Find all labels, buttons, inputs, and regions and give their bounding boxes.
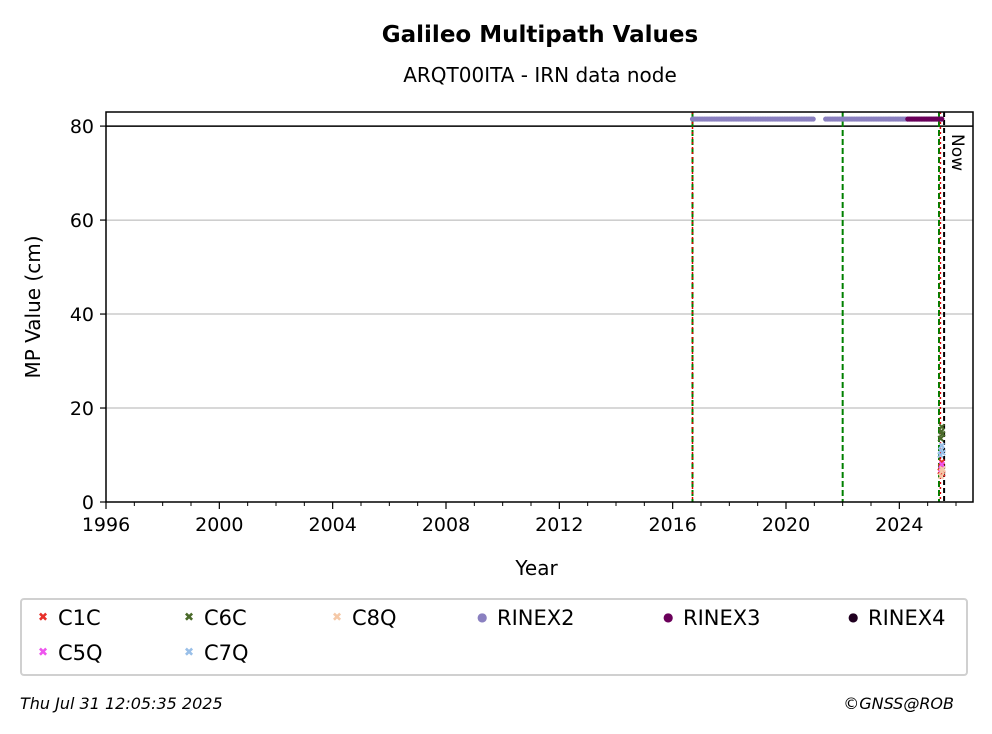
legend-label: C7Q <box>204 641 249 665</box>
legend-item-c6c: ✖ C6C <box>184 606 247 630</box>
y-tick-label: 80 <box>70 116 94 138</box>
chart-title: Galileo Multipath Values <box>382 22 698 48</box>
legend-item-rinex4: ● RINEX4 <box>848 606 946 630</box>
point-rinex3 <box>939 116 945 122</box>
dot-marker-icon: ● <box>848 610 859 624</box>
generation-timestamp: Thu Jul 31 12:05:35 2025 <box>20 694 223 713</box>
point-c6c <box>939 430 946 438</box>
legend-label: C6C <box>204 606 247 630</box>
legend-item-rinex2: ● RINEX2 <box>477 606 575 630</box>
legend-label: RINEX2 <box>497 606 575 630</box>
legend-item-c7q: ✖ C7Q <box>184 641 249 665</box>
dot-marker-icon: ● <box>477 610 488 624</box>
point-c8q <box>939 465 946 473</box>
x-tick-label: 2016 <box>648 514 696 536</box>
x-marker-icon: ✖ <box>332 610 343 624</box>
multipath-chart: Galileo Multipath Values ARQT00ITA - IRN … <box>21 22 974 580</box>
point-c5q <box>938 461 946 468</box>
legend-label: RINEX4 <box>868 606 946 630</box>
y-tick-label: 60 <box>70 210 94 232</box>
x-marker-icon: ✖ <box>38 610 49 624</box>
x-axis-label: Year <box>514 556 558 580</box>
y-axis-label: MP Value (cm) <box>21 235 45 378</box>
x-tick-label: 2004 <box>308 514 356 536</box>
legend-item-c5q: ✖ C5Q <box>38 641 103 665</box>
point-c6c <box>938 423 946 431</box>
chart-subtitle: ARQT00ITA - IRN data node <box>403 63 677 87</box>
point-rinex2 <box>810 116 816 122</box>
dot-marker-icon: ● <box>663 610 674 624</box>
chart-legend: ✖ C1C ✖ C6C ✖ C8Q ● RINEX2 ● RINEX3 ● RINEX4 ✖ C5Q ✖ C7… <box>20 598 968 676</box>
legend-label: C5Q <box>58 641 103 665</box>
x-marker-icon: ✖ <box>184 610 195 624</box>
copyright-credit: ©GNSS@ROB <box>843 694 954 713</box>
x-tick-label: 2008 <box>422 514 470 536</box>
y-tick-label: 40 <box>70 304 94 326</box>
x-tick-label: 1996 <box>82 514 130 536</box>
y-tick-label: 0 <box>82 492 94 514</box>
legend-label: C1C <box>58 606 101 630</box>
legend-label: C8Q <box>352 606 397 630</box>
x-tick-label: 2024 <box>875 514 923 536</box>
point-c7q <box>938 442 946 449</box>
x-marker-icon: ✖ <box>38 645 49 659</box>
now-label: Now <box>947 134 967 171</box>
x-tick-label: 2020 <box>762 514 810 536</box>
point-c8q <box>937 472 945 480</box>
legend-label: RINEX3 <box>683 606 761 630</box>
x-marker-icon: ✖ <box>184 645 195 659</box>
legend-item-rinex3: ● RINEX3 <box>663 606 761 630</box>
x-tick-label: 2012 <box>535 514 583 536</box>
legend-item-c8q: ✖ C8Q <box>332 606 397 630</box>
point-c7q <box>939 449 946 456</box>
y-tick-label: 20 <box>70 398 94 420</box>
plot-frame <box>105 111 974 503</box>
x-tick-label: 2000 <box>195 514 243 536</box>
point-c6c <box>937 435 944 442</box>
legend-item-c1c: ✖ C1C <box>38 606 101 630</box>
